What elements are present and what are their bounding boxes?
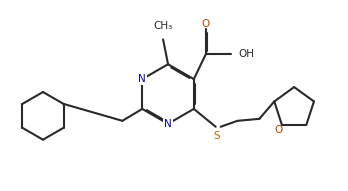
Text: OH: OH [238, 49, 254, 59]
Text: S: S [213, 131, 220, 141]
Text: N: N [139, 74, 146, 84]
Text: N: N [164, 119, 172, 129]
Text: O: O [275, 125, 283, 135]
Text: O: O [201, 19, 210, 28]
Text: CH₃: CH₃ [153, 21, 173, 32]
